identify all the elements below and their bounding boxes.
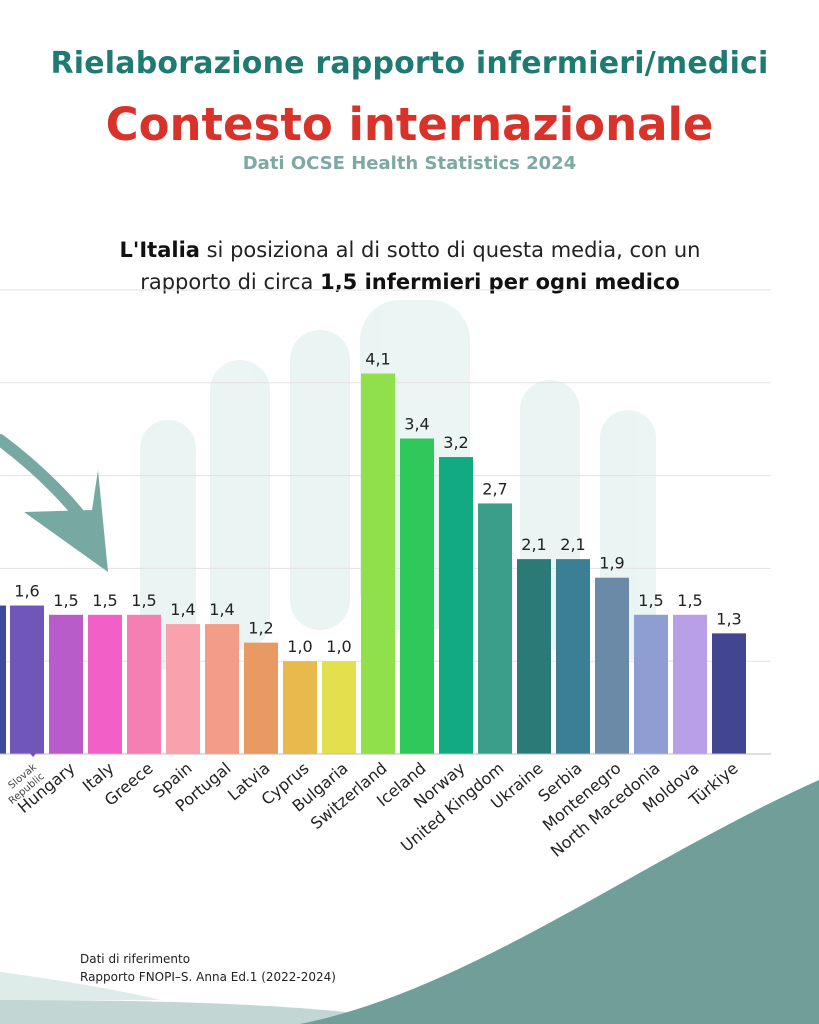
bar	[49, 614, 83, 754]
data-label: 1,5	[92, 591, 117, 610]
data-label: 3,2	[443, 433, 468, 452]
data-label: 1,0	[326, 637, 351, 656]
data-label: 1,9	[599, 554, 624, 573]
bar	[205, 624, 239, 754]
subtitle-bold-italia: L'Italia	[119, 238, 200, 262]
footer-line-2: Rapporto FNOPI–S. Anna Ed.1 (2022-2024)	[80, 970, 336, 984]
bar	[517, 559, 551, 754]
bar	[673, 614, 707, 754]
data-label: 1,6	[14, 582, 39, 601]
data-label: 1,5	[677, 591, 702, 610]
bottom-wave-shape-main	[300, 780, 819, 1024]
bar	[400, 438, 434, 754]
data-label: 1,2	[248, 619, 273, 638]
data-label: 3,4	[404, 414, 429, 433]
bar	[556, 559, 590, 754]
data-label: 1,5	[131, 591, 156, 610]
bar-clipped	[0, 605, 6, 754]
bar	[127, 614, 161, 754]
page-title: Rielaborazione rapporto infermieri/medic…	[50, 46, 769, 81]
bar	[634, 614, 668, 754]
curved-arrow-head-icon	[24, 470, 108, 572]
bar	[88, 614, 122, 754]
data-label: 1,4	[209, 600, 234, 619]
data-label: 1,0	[287, 637, 312, 656]
data-label: 4,1	[365, 350, 390, 369]
bar	[322, 661, 356, 754]
bar	[361, 373, 395, 754]
data-label: 2,1	[521, 535, 546, 554]
data-label: 2,7	[482, 479, 507, 498]
bottom-wave-accent	[0, 972, 160, 1000]
data-label: 1,5	[638, 591, 663, 610]
bar	[244, 642, 278, 754]
bar	[478, 503, 512, 754]
bar	[439, 457, 473, 754]
pointer-marker	[27, 750, 39, 757]
bar	[712, 633, 746, 754]
data-label: 1,5	[53, 591, 78, 610]
bar-chart: 1,6 1,5 1,5 1,5 1,4 1,4 1,2 1,0 1,0 4,1 3,4 3,2 2,7 2…	[0, 289, 771, 861]
source-line: Dati OCSE Health Statistics 2024	[242, 153, 577, 174]
bar	[595, 577, 629, 754]
data-label: 1,4	[170, 600, 195, 619]
footer: Dati di riferimento Rapporto FNOPI–S. An…	[80, 950, 336, 986]
bar	[283, 661, 317, 754]
data-label: 1,3	[716, 609, 741, 628]
bar	[166, 624, 200, 754]
footer-line-1: Dati di riferimento	[80, 952, 191, 966]
headline: Contesto internazionale	[105, 98, 714, 151]
data-label: 2,1	[560, 535, 585, 554]
bar	[10, 605, 44, 754]
